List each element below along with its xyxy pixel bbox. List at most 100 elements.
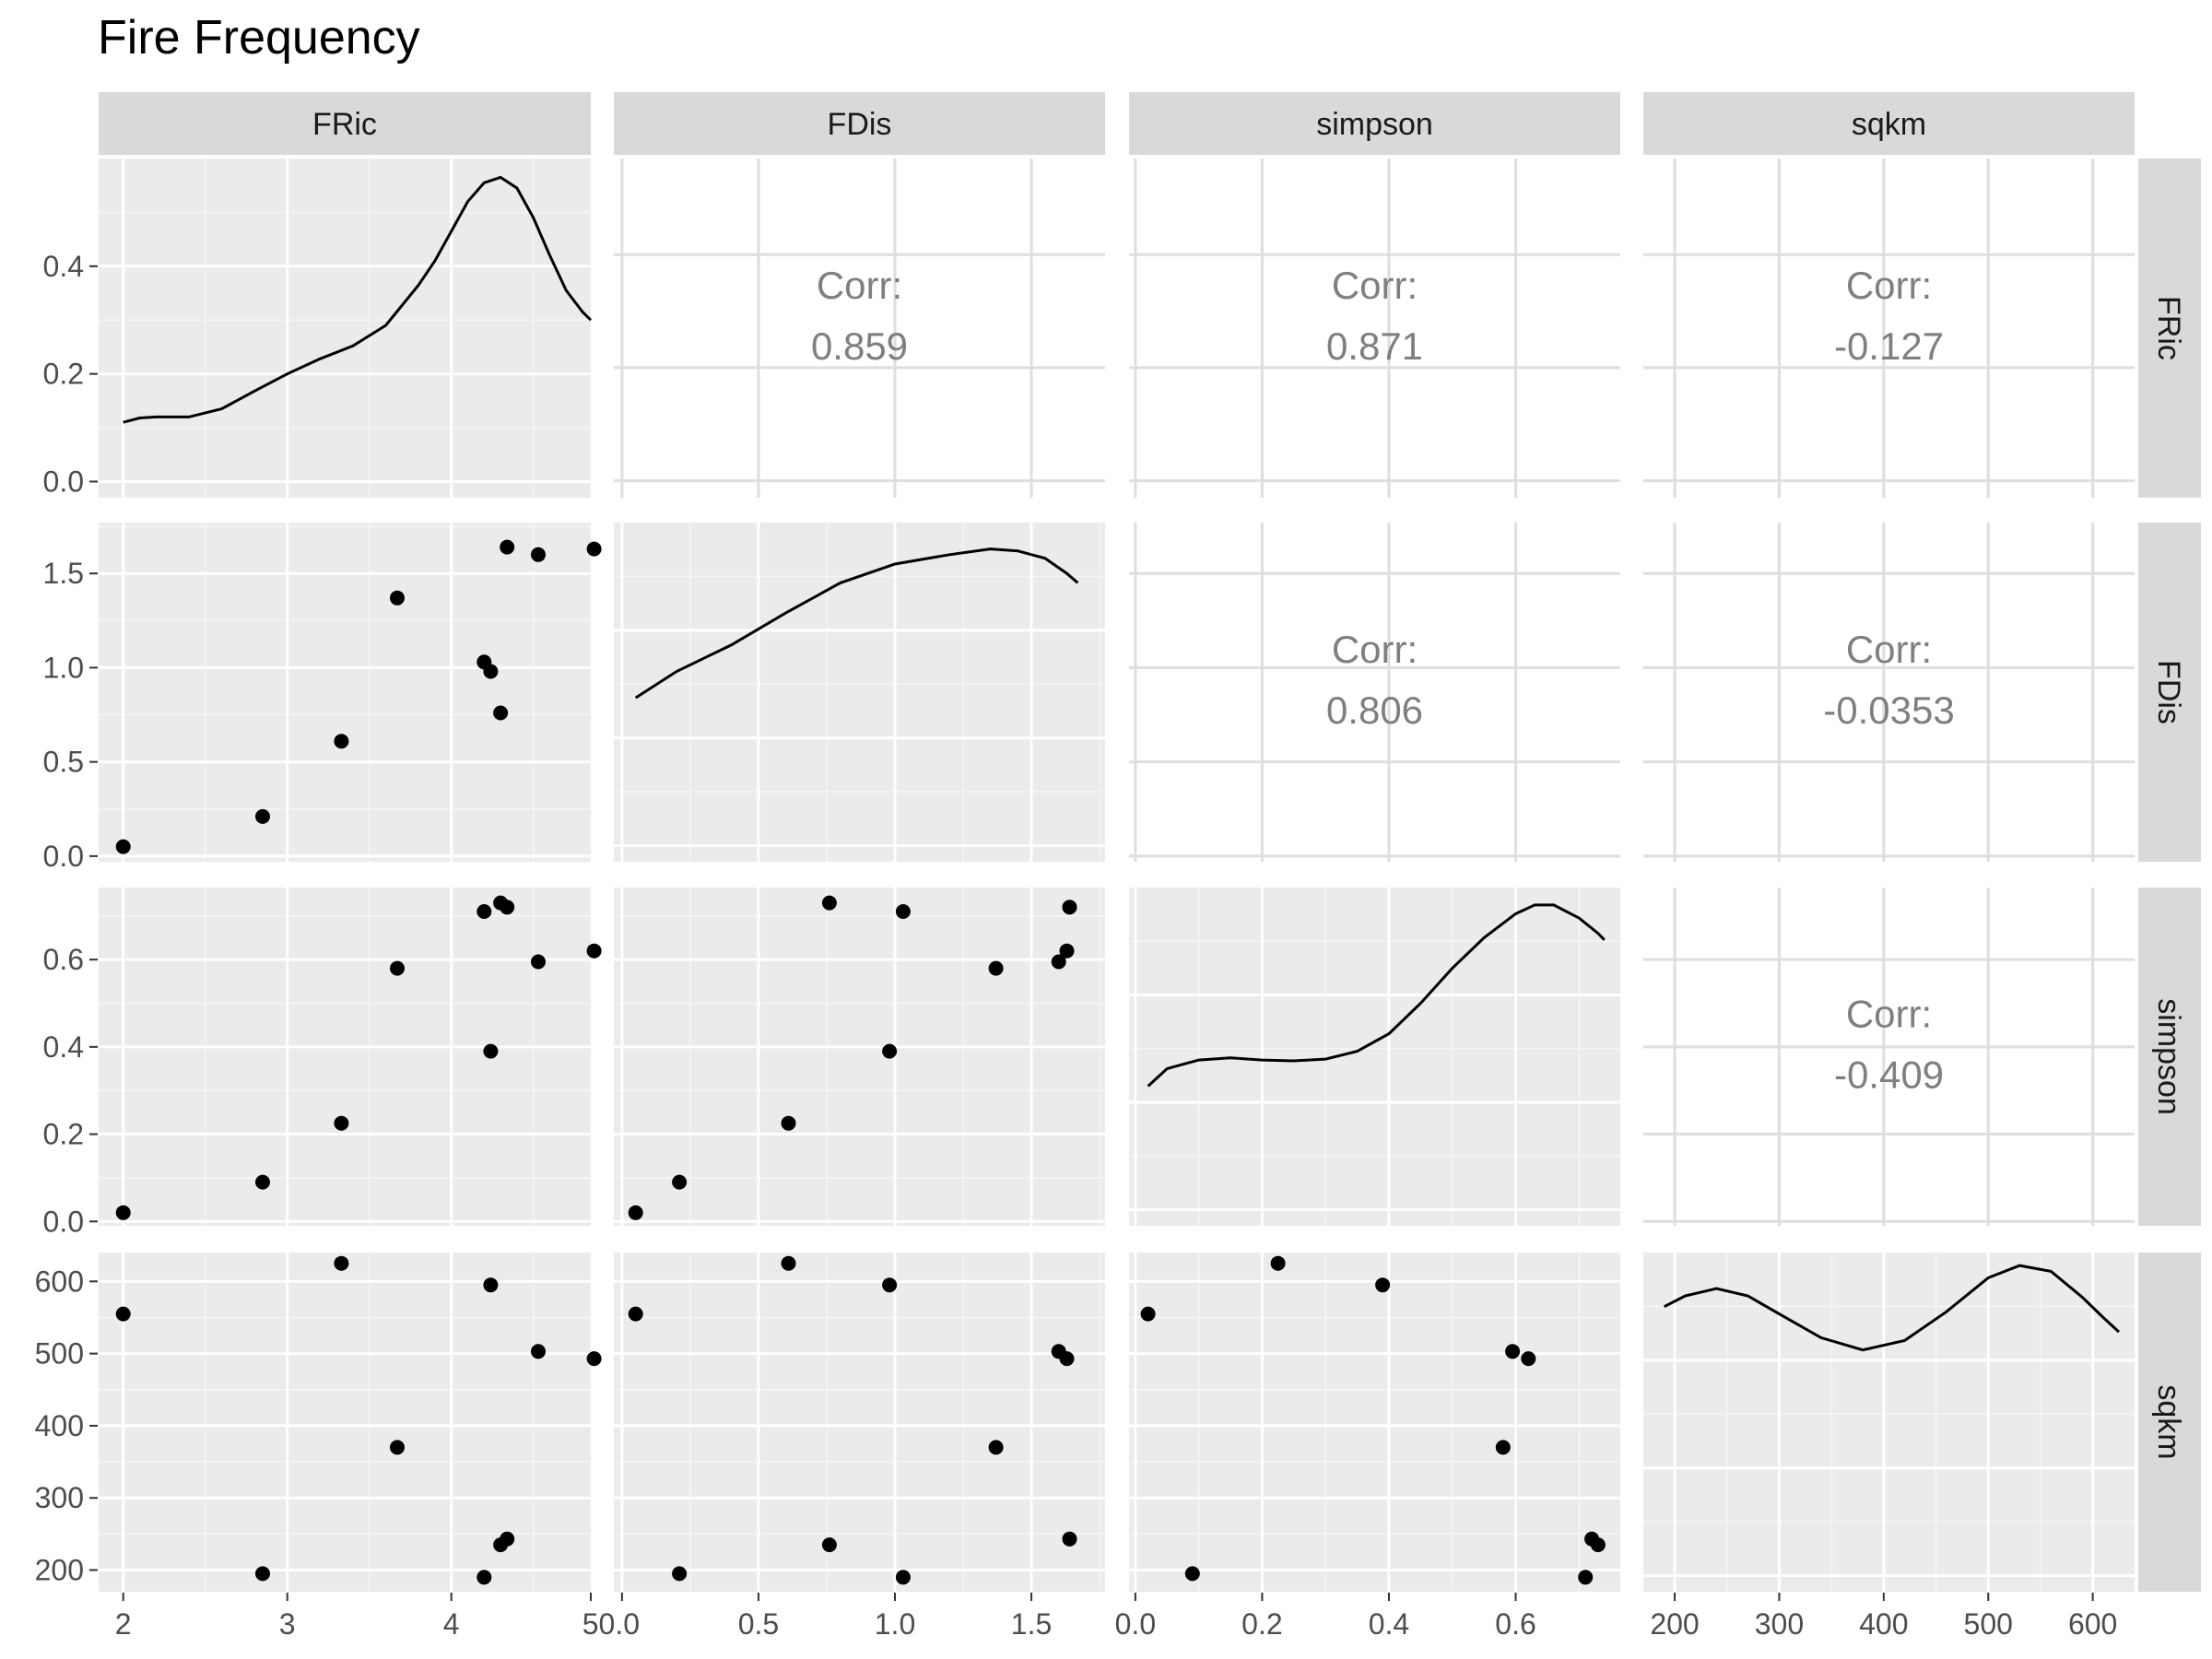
data-point	[672, 1566, 688, 1582]
y-tick-label: 500	[35, 1337, 84, 1371]
data-point	[821, 1537, 837, 1553]
data-point	[531, 954, 546, 970]
row-strip-label-fric: FRic	[2151, 296, 2186, 360]
data-point	[988, 960, 1004, 976]
data-point	[1375, 1277, 1391, 1293]
y-tick-label: 0.5	[43, 746, 84, 779]
data-point	[988, 1440, 1004, 1455]
corr-panel-gridlines	[614, 159, 1105, 498]
y-tick-label: 400	[35, 1409, 84, 1442]
panel-gridlines	[1643, 1253, 2135, 1592]
data-point	[586, 1351, 602, 1367]
panel-gridlines	[614, 1253, 1105, 1592]
corr-value: 0.806	[1326, 688, 1423, 732]
panel-gridlines	[99, 888, 591, 1226]
data-point	[1062, 900, 1077, 915]
panel-gridlines	[614, 888, 1105, 1226]
data-point	[882, 1277, 898, 1293]
data-point	[483, 664, 499, 679]
data-point	[1140, 1306, 1156, 1322]
density-curve-fric	[123, 175, 593, 424]
x-tick-label: 4	[443, 1607, 460, 1641]
data-point	[477, 1570, 492, 1585]
y-tick-label: 1.0	[43, 651, 84, 684]
panel-gridlines	[99, 1253, 591, 1592]
density-curve-sqkm	[1664, 1264, 2121, 1352]
density-panel-sqkm-sqkm	[1643, 1253, 2135, 1592]
x-tick-label: 0.0	[1115, 1607, 1156, 1641]
density-panel-fric-fric	[99, 159, 591, 498]
row-strip-fric	[2138, 159, 2201, 498]
column-strip-label-fdis: FDis	[828, 107, 892, 142]
corr-value: 0.871	[1326, 324, 1423, 368]
data-point	[334, 734, 349, 749]
data-point	[781, 1255, 796, 1271]
corr-label: Corr:	[1846, 628, 1932, 671]
corr-panel-fric-fdis	[614, 159, 1105, 498]
y-tick-label: 0.4	[43, 1030, 84, 1064]
column-strip-label-simpson: simpson	[1316, 107, 1433, 142]
scatter-panel-sqkm-simpson	[1129, 1253, 1620, 1592]
corr-value: -0.409	[1834, 1053, 1944, 1097]
x-tick-label: 2	[115, 1607, 132, 1641]
data-point	[1521, 1351, 1536, 1367]
data-point	[882, 1043, 898, 1059]
data-point	[586, 541, 602, 557]
data-point	[1059, 943, 1075, 959]
y-tick-label: 0.0	[43, 465, 84, 498]
x-tick-label: 500	[1964, 1607, 2013, 1641]
column-strip-sqkm	[1643, 92, 2135, 155]
x-tick-label: 0.4	[1369, 1607, 1409, 1641]
scatter-panel-simpson-fric	[99, 888, 591, 1226]
scatter-panel-sqkm-fdis	[614, 1253, 1105, 1592]
column-strip-label-sqkm: sqkm	[1852, 107, 1926, 142]
data-point	[672, 1174, 688, 1190]
y-tick-label: 0.6	[43, 943, 84, 976]
data-point	[1184, 1566, 1200, 1582]
column-strip-fric	[99, 92, 591, 155]
y-tick-label: 300	[35, 1481, 84, 1514]
row-strip-label-fdis: FDis	[2151, 660, 2186, 724]
data-point	[115, 1306, 131, 1322]
x-tick-label-corner: 50.0	[582, 1607, 640, 1641]
data-point	[477, 904, 492, 919]
panel-grid: FRic FDis simpson sqkm FRic FDis simpson sqkm Co…	[35, 92, 2201, 1641]
y-tick-label: 0.2	[43, 358, 84, 391]
data-point	[1584, 1531, 1600, 1547]
chart-title: Fire Frequency	[98, 11, 420, 65]
data-point	[500, 1531, 515, 1547]
column-strip-fdis	[614, 92, 1105, 155]
x-tick-label: 1.0	[875, 1607, 915, 1641]
x-tick-label: 0.6	[1495, 1607, 1535, 1641]
x-tick-label: 600	[2068, 1607, 2117, 1641]
corr-panel-fric-sqkm	[1643, 159, 2135, 498]
data-point	[1578, 1570, 1594, 1585]
density-panel-simpson-simpson	[1129, 888, 1620, 1226]
corr-panel-gridlines	[1643, 888, 2135, 1226]
row-strip-simpson	[2138, 888, 2201, 1226]
corr-panel-fdis-sqkm	[1643, 523, 2135, 862]
x-tick-label: 300	[1755, 1607, 1804, 1641]
corr-panel-simpson-sqkm	[1643, 888, 2135, 1226]
corr-panel-gridlines	[1643, 159, 2135, 498]
y-tick-label: 1.5	[43, 557, 84, 590]
scatter-panel-simpson-fdis	[614, 888, 1105, 1226]
corr-panel-gridlines	[1129, 159, 1620, 498]
x-tick-label: 1.5	[1011, 1607, 1052, 1641]
y-tick-label: 0.4	[43, 250, 84, 283]
corr-panel-fric-simpson	[1129, 159, 1620, 498]
corr-value: -0.127	[1834, 324, 1944, 368]
row-strip-fdis	[2138, 523, 2201, 862]
data-point	[500, 539, 515, 555]
x-tick-label: 200	[1650, 1607, 1699, 1641]
data-point	[255, 1566, 270, 1582]
row-strip-sqkm	[2138, 1253, 2201, 1592]
corr-panel-fdis-simpson	[1129, 523, 1620, 862]
data-point	[1062, 1531, 1077, 1547]
row-strip-label-simpson: simpson	[2151, 998, 2186, 1115]
corr-label: Corr:	[1332, 264, 1418, 307]
data-point	[500, 900, 515, 915]
data-point	[586, 943, 602, 959]
data-point	[390, 590, 405, 606]
x-tick-label: 400	[1859, 1607, 1908, 1641]
